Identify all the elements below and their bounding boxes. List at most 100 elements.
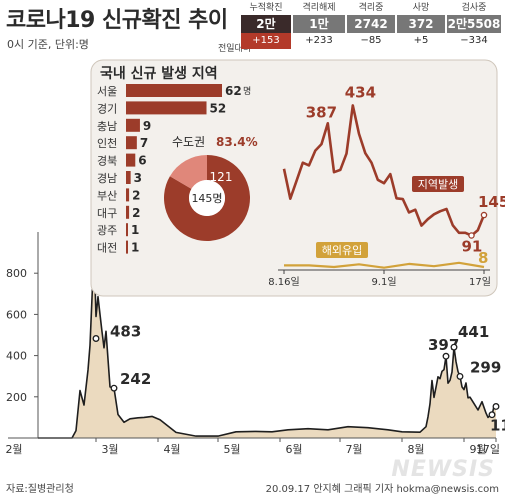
pie-slice bbox=[169, 155, 207, 189]
x-tick-label: 8월 bbox=[407, 443, 424, 456]
annotation-dot bbox=[92, 335, 100, 342]
page-title: 코로나19 신규확진 추이 bbox=[6, 8, 228, 33]
region-label: 인천 bbox=[97, 136, 117, 150]
annotation-dot bbox=[492, 403, 500, 410]
region-bar bbox=[126, 153, 136, 167]
local-series-name: 지역발생 bbox=[418, 178, 458, 191]
credit-text: 20.09.17 안지혜 그래픽 기자 hokma@newsis.com bbox=[265, 484, 499, 495]
inset-annotation-label: 145 bbox=[478, 193, 505, 211]
stat-label-deaths: 사망 bbox=[412, 3, 430, 13]
stats-labels-row: 누적확진 격리해제 격리중 사망 검사중 bbox=[240, 2, 502, 15]
local-cases-line bbox=[282, 104, 486, 237]
stat-change-released: +233 bbox=[305, 35, 333, 46]
stat-change-testing: −334 bbox=[460, 35, 488, 46]
x-tick-label: 4월 bbox=[163, 443, 180, 456]
stat-label-released: 격리해제 bbox=[302, 3, 336, 13]
region-bar bbox=[126, 136, 137, 150]
pie-center bbox=[189, 180, 225, 216]
region-unit: 명 bbox=[243, 86, 251, 97]
region-label: 충남 bbox=[97, 120, 117, 133]
y-tick-label: 400 bbox=[6, 350, 27, 363]
inset-annotation-label: 434 bbox=[345, 83, 376, 101]
x-tick-label: 2월 bbox=[5, 443, 22, 456]
region-bar bbox=[126, 223, 128, 237]
annotation-dot bbox=[442, 352, 450, 360]
stat-value-released: 1만9543 bbox=[293, 15, 345, 49]
inset-x-tick-label: 9.1일 bbox=[371, 276, 396, 288]
newsis-watermark: NEWSIS bbox=[391, 457, 495, 482]
inset-x-tick-label: 17일 bbox=[469, 276, 491, 288]
y-tick-label: 600 bbox=[6, 308, 27, 321]
x-tick-label: 17일 bbox=[476, 442, 500, 456]
region-label: 경기 bbox=[97, 102, 117, 115]
inset-annotation-label: 91 bbox=[462, 237, 483, 255]
overseas-series-name: 해외유입 bbox=[322, 243, 362, 257]
region-value: 7 bbox=[140, 136, 148, 150]
x-tick-label: 3월 bbox=[101, 443, 118, 456]
stats-changes-row: +153 +233 −85 +5 −334 bbox=[240, 33, 502, 49]
region-label: 대구 bbox=[97, 207, 117, 220]
x-tick-label: 7월 bbox=[345, 443, 362, 456]
stat-change-confirmed: +153 bbox=[241, 33, 291, 49]
annotation-label: 483 bbox=[110, 323, 141, 341]
pie-slice bbox=[163, 155, 250, 242]
annotation-label: 299 bbox=[470, 358, 501, 376]
region-value: 1 bbox=[131, 241, 139, 255]
x-tick-label: 9월 bbox=[469, 443, 486, 456]
source-text: 자료:질병관리청 bbox=[6, 484, 74, 495]
region-label: 부산 bbox=[97, 189, 117, 202]
overseas-cases-line bbox=[284, 261, 485, 269]
inset-annotation-dot bbox=[468, 232, 475, 239]
region-label: 경북 bbox=[97, 155, 117, 168]
stat-label-confirmed: 누적확진 bbox=[249, 3, 283, 13]
stats-table: 누적확진 격리해제 격리중 사망 검사중 2만2657 1만9543 2742 … bbox=[240, 2, 502, 49]
region-value: 9 bbox=[143, 119, 151, 133]
region-label: 서울 bbox=[97, 85, 117, 98]
region-value: 2 bbox=[132, 188, 140, 202]
prev-day-label: 전일대비 bbox=[218, 44, 252, 54]
stat-value-isolated: 2742 bbox=[347, 15, 395, 33]
stat-label-testing: 검사중 bbox=[461, 3, 487, 13]
annotation-dot bbox=[450, 343, 458, 351]
x-tick-label: 6월 bbox=[285, 443, 302, 456]
region-label: 대전 bbox=[97, 242, 117, 255]
x-tick-label: 5월 bbox=[223, 443, 240, 456]
inset-x-tick-label: 8.16일 bbox=[268, 276, 299, 288]
region-value: 6 bbox=[138, 154, 146, 168]
region-bar bbox=[126, 171, 131, 184]
annotation-label: 242 bbox=[120, 370, 151, 388]
annotation-dot bbox=[456, 372, 464, 380]
pie-title: 수도권 bbox=[172, 135, 205, 149]
region-value: 62 bbox=[225, 84, 242, 98]
region-value: 52 bbox=[210, 101, 227, 115]
inset-annotation-label: 387 bbox=[306, 103, 337, 121]
y-tick-label: 200 bbox=[6, 391, 27, 404]
annotation-label: 397 bbox=[428, 336, 459, 354]
local-series-tag bbox=[412, 176, 464, 192]
region-value: 3 bbox=[134, 171, 142, 185]
stat-label-isolated: 격리중 bbox=[358, 3, 384, 13]
stat-value-testing: 2만5508 bbox=[447, 15, 501, 33]
y-tick-label: 800 bbox=[6, 267, 27, 280]
stat-change-isolated: −85 bbox=[360, 35, 382, 46]
page-subtitle: 0시 기준, 단위:명 bbox=[7, 38, 89, 51]
region-bar bbox=[126, 101, 207, 115]
region-chart-title: 국내 신규 발생 지역 bbox=[100, 65, 218, 82]
daily-cases-line bbox=[38, 249, 496, 439]
daily-cases-area bbox=[38, 250, 496, 438]
region-bar bbox=[126, 188, 130, 202]
annotation-label: 441 bbox=[458, 323, 489, 341]
region-value: 2 bbox=[132, 206, 140, 220]
region-bar bbox=[126, 84, 222, 97]
region-value: 1 bbox=[131, 223, 139, 237]
region-bar bbox=[126, 240, 128, 254]
stat-value-deaths: 372 bbox=[397, 15, 445, 33]
region-bar bbox=[126, 205, 130, 219]
annotation-label: 113 bbox=[490, 417, 505, 435]
annotation-dot bbox=[488, 411, 496, 419]
region-label: 광주 bbox=[97, 224, 117, 237]
region-label: 경남 bbox=[97, 172, 117, 185]
